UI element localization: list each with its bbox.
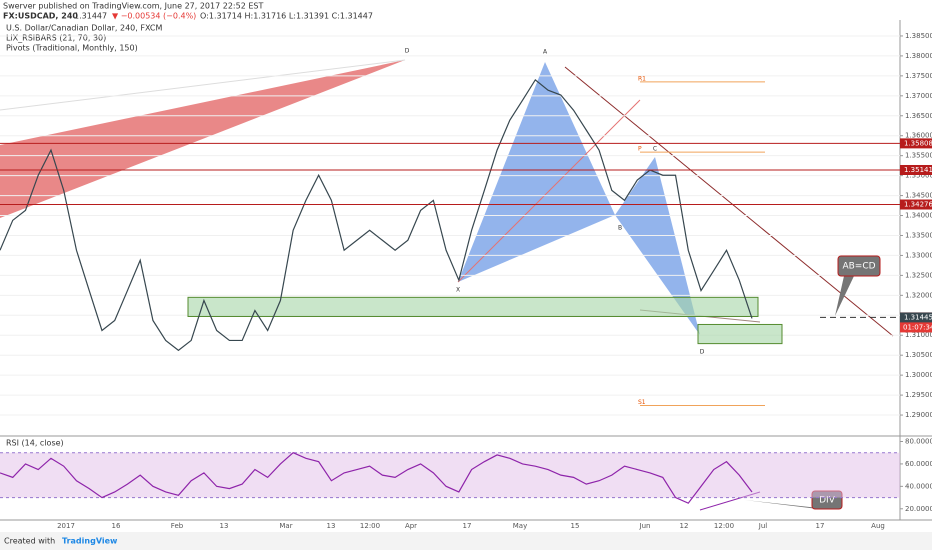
x-tick-label: Aug <box>871 522 885 530</box>
ohlc: O:1.31714 H:1.31716 L:1.31391 C:1.31447 <box>200 12 373 21</box>
pivot-label: R1 <box>638 75 646 82</box>
legend-entry: Pivots (Traditional, Monthly, 150) <box>6 44 138 53</box>
price-box <box>900 138 932 149</box>
harmonic-xab <box>458 62 615 282</box>
x-tick-label: 12 <box>680 522 689 530</box>
x-tick-label: Apr <box>405 522 417 530</box>
countdown-box <box>900 322 932 333</box>
legend-entry: U.S. Dollar/Canadian Dollar, 240, FXCM <box>6 24 162 33</box>
y-tick-label: 1.34500 <box>905 192 932 200</box>
y-tick-label: 1.34000 <box>905 212 932 220</box>
y-tick-label: 20.0000 <box>905 505 932 513</box>
pattern-point: D <box>700 349 705 356</box>
drawings <box>0 59 894 511</box>
y-tick-label: 1.33500 <box>905 231 932 239</box>
callout-text: DIV <box>819 496 836 506</box>
x-tick-label: 2017 <box>57 522 75 530</box>
x-tick-label: Jun <box>639 522 651 530</box>
y-tick-label: 1.35500 <box>905 152 932 160</box>
y-tick-label: 1.32000 <box>905 291 932 299</box>
y-tick-label: 1.37500 <box>905 72 932 80</box>
x-tick-label: Mar <box>279 522 292 530</box>
price-box-label: 1.35808 <box>904 139 932 147</box>
harmonic-bcd <box>615 157 700 335</box>
y-tick-label: 1.29000 <box>905 411 932 419</box>
wedge <box>0 60 405 218</box>
y-tick-label: 1.36500 <box>905 112 932 120</box>
x-tick-label: 15 <box>571 522 580 530</box>
x-tick-label: 17 <box>816 522 825 530</box>
footer-text: Created with <box>4 537 55 546</box>
y-tick-label: 1.32500 <box>905 271 932 279</box>
pattern-point: B <box>618 225 622 232</box>
legend-entry: LiX_RSIBARS (21, 70, 30) <box>6 34 106 43</box>
pattern-point: X <box>456 287 460 294</box>
x-tick-label: 12:00 <box>714 522 734 530</box>
footer-bar <box>0 532 932 550</box>
y-tick-label: 1.37000 <box>905 92 932 100</box>
rsi-band <box>0 452 900 498</box>
price-box-label: 1.31445 <box>904 313 932 321</box>
x-tick-label: 12:00 <box>360 522 380 530</box>
callout-text: AB=CD <box>842 262 875 272</box>
x-tick-label: 13 <box>220 522 229 530</box>
publisher: Swerver published on TradingView.com, Ju… <box>3 2 263 11</box>
x-tick-label: 13 <box>327 522 336 530</box>
y-tick-label: 1.29500 <box>905 391 932 399</box>
y-tick-label: 1.38500 <box>905 32 932 40</box>
price-line <box>0 78 753 352</box>
y-tick-label: 1.30500 <box>905 351 932 359</box>
price-box-label: 1.35141 <box>904 166 932 174</box>
x-tick-label: 16 <box>112 522 121 530</box>
price-box-label: 1.34276 <box>904 201 932 209</box>
change: ▼ −0.00534 (−0.4%) <box>112 12 196 21</box>
price-line <box>0 451 753 504</box>
trend-line <box>457 99 641 283</box>
zone <box>187 296 759 317</box>
pivot-label: P <box>638 146 642 153</box>
symbol: FX:USDCAD, 240 <box>3 12 78 21</box>
footer-brand[interactable]: TradingView <box>62 537 118 546</box>
x-tick-label: Feb <box>171 522 184 530</box>
y-tick-label: 60.0000 <box>905 460 932 468</box>
callout-pointer <box>835 276 854 316</box>
wedge-edge <box>0 59 406 111</box>
y-tick-label: 80.0000 <box>905 437 932 445</box>
y-tick-label: 1.30000 <box>905 371 932 379</box>
pane-title: RSI (14, close) <box>6 439 64 448</box>
y-tick-label: 1.35000 <box>905 172 932 180</box>
x-tick-label: 17 <box>463 522 472 530</box>
y-tick-label: 1.36000 <box>905 132 932 140</box>
callout-pointer <box>745 500 828 509</box>
price-box <box>900 164 932 175</box>
pattern-point: D <box>405 48 410 55</box>
y-tick-label: 1.31000 <box>905 331 932 339</box>
countdown: 01:07:34 <box>903 323 932 331</box>
x-tick-label: Jul <box>758 522 768 530</box>
pattern-point: A <box>543 49 548 56</box>
y-tick-label: 1.38000 <box>905 52 932 60</box>
callout <box>837 255 881 277</box>
pattern-point: C <box>653 146 657 153</box>
x-tick-label: May <box>513 522 527 530</box>
zone <box>697 323 783 345</box>
price-box <box>900 199 932 210</box>
trend-line <box>564 66 894 337</box>
price-box <box>900 312 932 323</box>
pivot-label: S1 <box>638 399 646 406</box>
y-tick-label: 1.33000 <box>905 251 932 259</box>
last-price: 1.31447 <box>74 12 107 21</box>
y-tick-label: 40.0000 <box>905 482 932 490</box>
